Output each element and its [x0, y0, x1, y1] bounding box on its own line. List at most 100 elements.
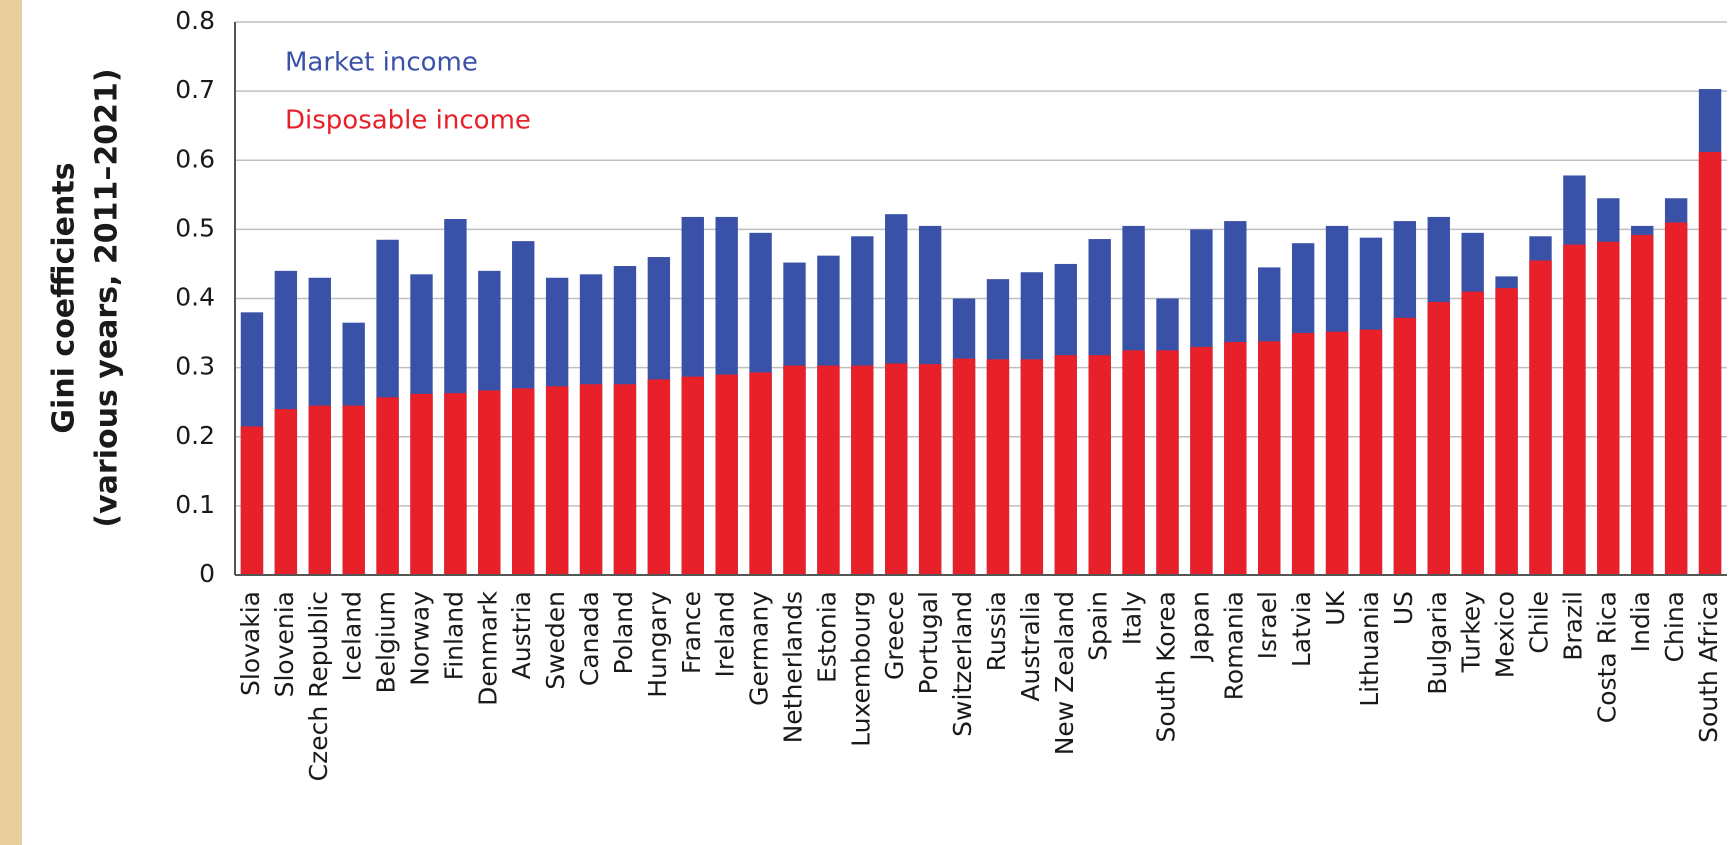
- x-tick-label: Sweden: [541, 591, 570, 690]
- x-tick-label: Hungary: [643, 591, 672, 698]
- bar: [1190, 346, 1213, 575]
- bar: [1597, 241, 1620, 575]
- bar: [1427, 301, 1450, 575]
- x-tick-label: Czech Republic: [304, 591, 333, 781]
- bar: [1088, 355, 1111, 575]
- x-tick-label: Austria: [507, 591, 536, 679]
- x-tick-label: Chile: [1525, 591, 1554, 654]
- x-tick-label: Norway: [406, 591, 435, 686]
- bar: [1258, 341, 1281, 575]
- legend-label: Market income: [285, 48, 478, 78]
- x-tick-label: France: [677, 591, 706, 674]
- bar: [1664, 222, 1688, 575]
- bar: [478, 390, 501, 575]
- y-axis-label: (various years, 2011–2021): [90, 68, 125, 527]
- x-tick-label: Luxembourg: [846, 591, 875, 747]
- bar: [1698, 151, 1722, 575]
- bar: [681, 376, 704, 575]
- x-tick-label: Latvia: [1287, 591, 1316, 667]
- bar: [952, 358, 976, 575]
- bar: [647, 379, 671, 575]
- bar: [1631, 234, 1654, 575]
- x-tick-label: Japan: [1185, 591, 1214, 663]
- x-tick-label: Romania: [1219, 591, 1248, 700]
- bar: [1495, 288, 1518, 575]
- y-tick-label: 0.1: [175, 490, 215, 519]
- bar: [613, 384, 637, 575]
- bar: [1291, 333, 1315, 575]
- x-tick-label: UK: [1321, 590, 1350, 625]
- bar: [783, 365, 806, 575]
- x-tick-label: Portugal: [914, 591, 943, 695]
- y-tick-label: 0: [199, 559, 215, 588]
- x-tick-label: Slovakia: [236, 591, 265, 696]
- y-tick-label: 0.6: [175, 144, 215, 173]
- x-tick-label: Denmark: [473, 590, 502, 705]
- x-tick-label: Lithuania: [1355, 591, 1384, 707]
- bar: [1563, 244, 1586, 575]
- x-tick-label: Switzerland: [948, 591, 977, 737]
- bar: [1359, 329, 1383, 575]
- x-tick-label: Israel: [1253, 591, 1282, 659]
- x-tick-label: Italy: [1118, 591, 1147, 645]
- y-axis-label: Gini coefficients: [47, 162, 82, 433]
- x-tick-label: Greece: [880, 591, 909, 680]
- x-tick-label: Costa Rica: [1592, 591, 1621, 723]
- x-tick-label: Spain: [1084, 591, 1113, 661]
- x-tick-label: Bulgaria: [1423, 591, 1452, 695]
- bar: [308, 405, 331, 575]
- x-tick-label: Netherlands: [779, 591, 808, 743]
- bar: [444, 393, 467, 575]
- x-tick-label: Germany: [745, 591, 774, 706]
- bar: [1529, 260, 1552, 575]
- bar: [1054, 355, 1077, 575]
- x-tick-label: Turkey: [1457, 591, 1486, 674]
- bar: [1156, 350, 1179, 575]
- bar: [1393, 317, 1417, 575]
- y-tick-label: 0.4: [175, 283, 215, 312]
- x-tick-label: Mexico: [1491, 591, 1520, 678]
- bar: [1020, 359, 1044, 575]
- x-tick-label: India: [1626, 591, 1655, 652]
- bar: [918, 364, 942, 575]
- x-tick-label: Russia: [982, 591, 1011, 671]
- bar: [817, 365, 840, 575]
- bar: [274, 409, 298, 575]
- x-tick-label: Estonia: [812, 591, 841, 683]
- y-tick-label: 0.8: [175, 6, 215, 35]
- x-tick-label: Finland: [439, 591, 468, 680]
- x-tick-label: South Africa: [1694, 591, 1723, 743]
- x-tick-label: New Zealand: [1050, 591, 1079, 755]
- bar: [410, 393, 433, 575]
- bar: [512, 388, 535, 575]
- bar: [885, 363, 908, 575]
- bar: [986, 359, 1010, 575]
- x-tick-label: China: [1660, 591, 1689, 662]
- bar: [1325, 331, 1349, 575]
- y-tick-label: 0.7: [175, 75, 215, 104]
- x-tick-label: Ireland: [711, 591, 740, 677]
- x-tick-label: Slovenia: [270, 591, 299, 697]
- x-tick-label: Canada: [575, 591, 604, 686]
- x-tick-label: Belgium: [372, 591, 401, 694]
- bar: [749, 372, 772, 575]
- legend-label: Disposable income: [285, 106, 531, 136]
- x-tick-label: Brazil: [1558, 591, 1587, 661]
- bar: [545, 386, 569, 575]
- bar: [376, 397, 399, 575]
- y-tick-label: 0.3: [175, 352, 215, 381]
- bar: [1461, 291, 1484, 575]
- x-tick-label: Poland: [609, 591, 638, 674]
- bar: [1224, 342, 1247, 575]
- bar: [342, 405, 365, 575]
- x-tick-label: Iceland: [338, 591, 367, 681]
- background-strip: [0, 0, 22, 845]
- x-tick-label: US: [1389, 591, 1418, 625]
- bar: [1122, 350, 1145, 575]
- bar: [715, 374, 738, 575]
- x-tick-label: Australia: [1016, 591, 1045, 702]
- y-tick-label: 0.2: [175, 421, 215, 450]
- y-tick-label: 0.5: [175, 213, 215, 242]
- bar: [240, 426, 264, 575]
